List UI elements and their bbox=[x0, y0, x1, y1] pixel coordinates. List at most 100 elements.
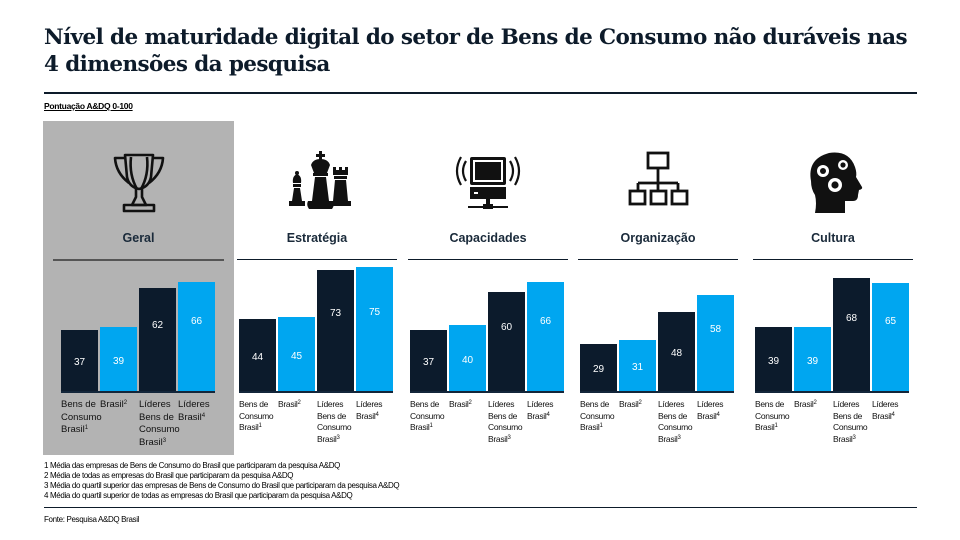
category-label: Brasil2 bbox=[794, 399, 838, 411]
title-divider bbox=[44, 92, 917, 94]
category-label: Líderes Bens de Consumo Brasil3 bbox=[139, 399, 183, 449]
footnote-marker: 4 bbox=[546, 411, 550, 418]
footnote-4: 4 Média do quartil superior de todas as … bbox=[44, 491, 353, 500]
trophy-icon bbox=[99, 143, 179, 223]
dimension-estrategia: Estratégia 44 45 73 75 Bens de Consumo Brasil… bbox=[227, 121, 407, 455]
category-text: Líderes Brasil bbox=[527, 399, 554, 421]
category-text: Líderes Bens de Consumo Brasil bbox=[139, 399, 180, 448]
bar-4: 75 bbox=[356, 267, 393, 392]
category-label: Bens de Consumo Brasil1 bbox=[61, 399, 105, 437]
footnote-marker: 1 bbox=[84, 425, 89, 431]
category-text: Líderes Brasil bbox=[178, 399, 210, 423]
footnote-marker: 2 bbox=[297, 400, 301, 406]
bar-3: 68 bbox=[833, 278, 870, 392]
bar-value: 45 bbox=[290, 351, 303, 362]
bar-value: 39 bbox=[806, 356, 819, 367]
bar-4: 66 bbox=[178, 282, 215, 392]
bar-value: 37 bbox=[422, 357, 435, 368]
bar-value: 44 bbox=[251, 352, 264, 363]
bar-3: 62 bbox=[139, 288, 176, 392]
category-text: Líderes Brasil bbox=[697, 399, 724, 421]
category-text: Bens de Consumo Brasil bbox=[580, 399, 615, 432]
footnote-marker: 3 bbox=[677, 434, 681, 441]
page-title: Nível de maturidade digital do setor de … bbox=[44, 25, 908, 77]
bar-value: 39 bbox=[767, 356, 780, 367]
org-chart-icon bbox=[618, 143, 698, 223]
category-text: Brasil bbox=[794, 399, 814, 409]
bar-value: 29 bbox=[592, 364, 605, 375]
bar-2: 31 bbox=[619, 340, 656, 392]
chess-pieces-icon bbox=[277, 143, 357, 223]
category-label: Bens de Consumo Brasil1 bbox=[580, 399, 624, 434]
category-label: Bens de Consumo Brasil1 bbox=[755, 399, 799, 434]
bar-value: 62 bbox=[151, 320, 164, 331]
category-label: Brasil2 bbox=[100, 399, 144, 412]
dimension-divider bbox=[408, 259, 568, 260]
dimension-label: Estratégia bbox=[286, 231, 348, 245]
category-label: Líderes Brasil4 bbox=[356, 399, 400, 422]
footnote-marker: 2 bbox=[123, 400, 128, 406]
footnote-marker: 1 bbox=[774, 423, 778, 429]
category-label: Líderes Brasil4 bbox=[527, 399, 571, 422]
x-axis-baseline bbox=[410, 391, 564, 393]
x-axis-baseline bbox=[755, 391, 909, 393]
footnote-marker: 3 bbox=[162, 437, 167, 444]
category-text: Brasil bbox=[100, 399, 124, 410]
bar-1: 39 bbox=[755, 327, 792, 392]
footnote-marker: 2 bbox=[468, 400, 472, 406]
bar-value: 73 bbox=[329, 308, 342, 319]
footnotes: 1 Média das empresas de Bens de Consumo … bbox=[44, 461, 400, 501]
footnote-marker: 4 bbox=[891, 411, 895, 418]
bar-1: 37 bbox=[61, 330, 98, 392]
category-label: Líderes Brasil4 bbox=[178, 399, 222, 424]
x-axis-baseline bbox=[580, 391, 734, 393]
bar-4: 65 bbox=[872, 283, 909, 392]
bar-3: 60 bbox=[488, 292, 525, 392]
dimension-geral: Geral 37 39 62 66 Bens de Consumo Brasil1 Bras… bbox=[43, 121, 234, 455]
bar-value: 58 bbox=[709, 324, 722, 335]
category-text: Líderes Bens de Consumo Brasil bbox=[488, 399, 523, 444]
bar-2: 39 bbox=[794, 327, 831, 392]
category-text: Bens de Consumo Brasil bbox=[61, 399, 102, 435]
bar-value: 48 bbox=[670, 348, 683, 359]
category-text: Brasil bbox=[449, 399, 469, 409]
bar-1: 29 bbox=[580, 344, 617, 392]
category-label: Líderes Bens de Consumo Brasil3 bbox=[833, 399, 877, 445]
footnote-marker: 3 bbox=[507, 434, 511, 441]
footnote-marker: 4 bbox=[375, 411, 379, 418]
bar-2: 39 bbox=[100, 327, 137, 392]
category-text: Líderes Bens de Consumo Brasil bbox=[658, 399, 693, 444]
bar-value: 66 bbox=[190, 316, 203, 327]
footnote-marker: 3 bbox=[852, 434, 856, 441]
category-label: Líderes Bens de Consumo Brasil3 bbox=[317, 399, 361, 445]
bar-4: 58 bbox=[697, 295, 734, 392]
dimension-label: Cultura bbox=[811, 231, 855, 245]
dimension-divider bbox=[53, 259, 224, 261]
category-label: Bens de Consumo Brasil1 bbox=[410, 399, 454, 434]
category-label: Líderes Brasil4 bbox=[697, 399, 741, 422]
footnote-marker: 4 bbox=[716, 411, 720, 418]
dimension-divider bbox=[237, 259, 397, 260]
category-label: Brasil2 bbox=[278, 399, 322, 411]
footnote-marker: 2 bbox=[813, 400, 817, 406]
source-note: Fonte: Pesquisa A&DQ Brasil bbox=[44, 515, 140, 524]
category-text: Bens de Consumo Brasil bbox=[755, 399, 790, 432]
bar-value: 66 bbox=[539, 316, 552, 327]
footnote-3: 3 Média do quartil superior das empresas… bbox=[44, 481, 400, 490]
category-text: Bens de Consumo Brasil bbox=[410, 399, 445, 432]
dimension-capacidades: Capacidades 37 40 60 66 Bens de Consumo Brasi… bbox=[398, 121, 578, 455]
bar-1: 37 bbox=[410, 330, 447, 392]
bar-2: 45 bbox=[278, 317, 315, 392]
bar-value: 40 bbox=[461, 355, 474, 366]
footnote-marker: 2 bbox=[638, 400, 642, 406]
bar-value: 39 bbox=[112, 356, 125, 367]
footnote-marker: 1 bbox=[258, 423, 262, 429]
bar-1: 44 bbox=[239, 319, 276, 392]
category-text: Líderes Bens de Consumo Brasil bbox=[833, 399, 868, 444]
category-text: Líderes Brasil bbox=[356, 399, 383, 421]
bar-value: 75 bbox=[368, 307, 381, 318]
footnote-marker: 1 bbox=[429, 423, 433, 429]
footnote-marker: 3 bbox=[336, 434, 340, 441]
x-axis-baseline bbox=[61, 391, 215, 393]
category-label: Brasil2 bbox=[619, 399, 663, 411]
